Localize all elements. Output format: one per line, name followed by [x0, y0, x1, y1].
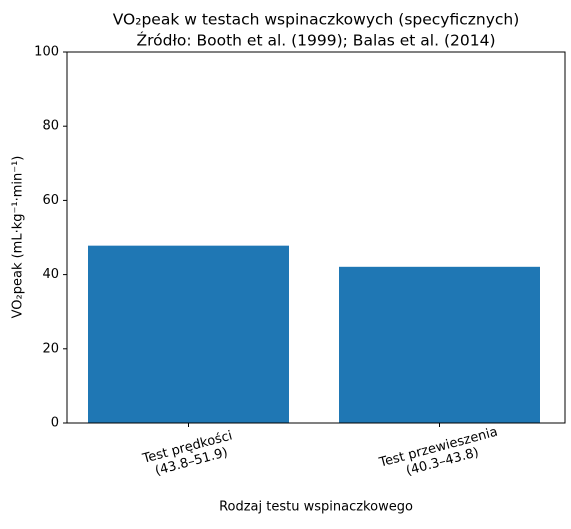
x-tick-label: Test przewieszenia(40.3–43.8)	[377, 425, 503, 486]
chart-title: VO₂peak w testach wspinaczkowych (specyf…	[113, 11, 520, 29]
x-tick-label: Test prędkości(43.8–51.9)	[140, 428, 238, 481]
y-tick-label: 0	[51, 416, 59, 431]
chart-subtitle: Źródło: Booth et al. (1999); Balas et al…	[136, 31, 495, 50]
y-tick-label: 80	[42, 119, 59, 134]
y-axis-label: VO₂peak (mL·kg⁻¹·min⁻¹)	[11, 156, 26, 319]
y-tick-label: 40	[42, 267, 59, 282]
bar	[339, 266, 540, 423]
y-tick-label: 20	[42, 341, 59, 356]
y-tick-label: 60	[42, 193, 59, 208]
y-tick-label: 100	[34, 45, 59, 60]
x-axis-label: Rodzaj testu wspinaczkowego	[219, 500, 413, 515]
bar	[88, 245, 289, 423]
plot-frame	[66, 51, 566, 424]
